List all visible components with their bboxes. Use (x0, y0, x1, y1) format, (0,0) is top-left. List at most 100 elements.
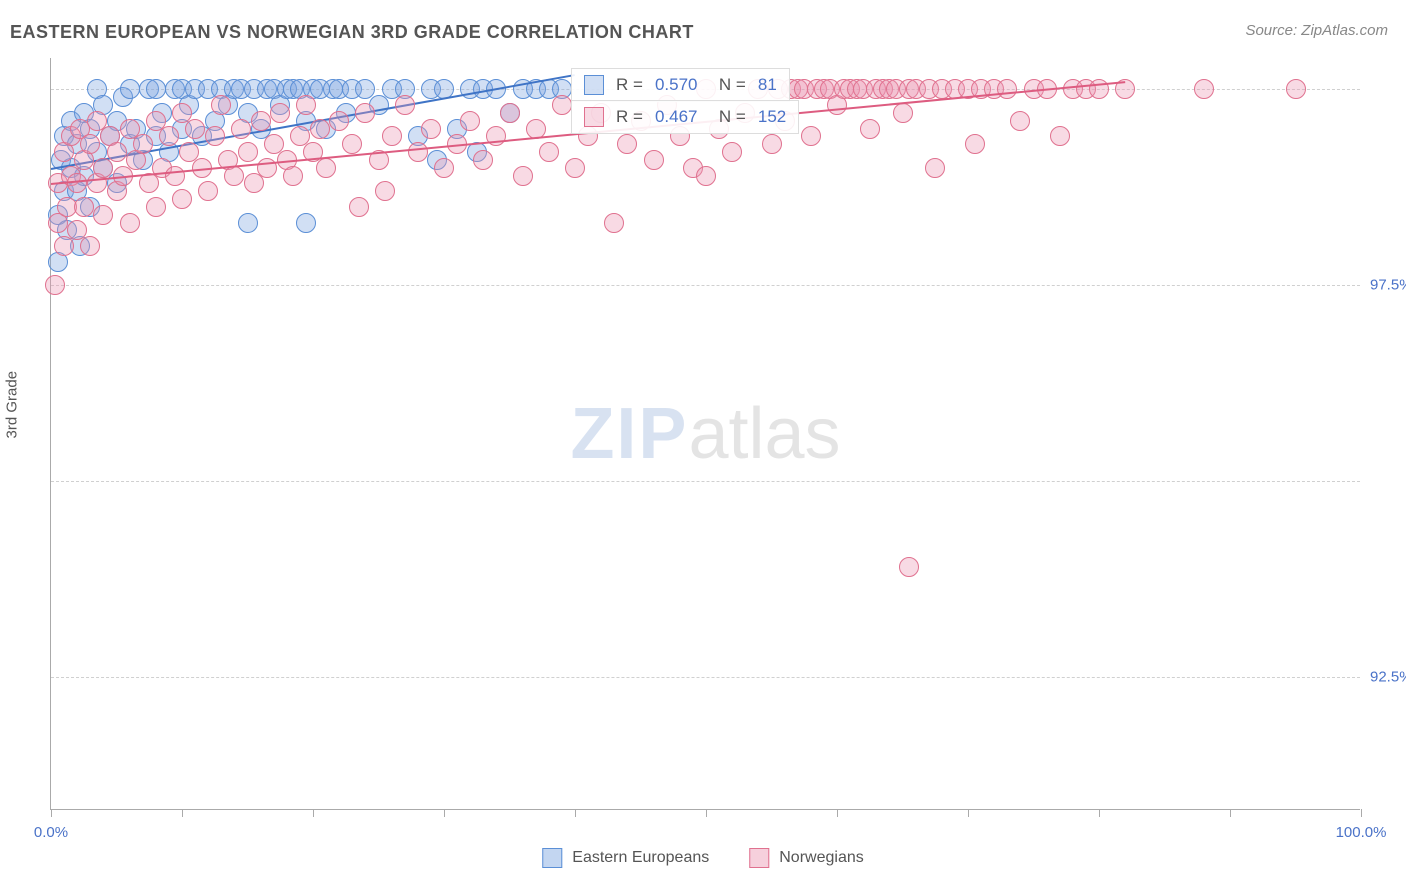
x-tick (444, 809, 445, 817)
scatter-point (696, 166, 716, 186)
scatter-point (80, 134, 100, 154)
stats-r-label: R = (616, 75, 643, 95)
scatter-point (375, 181, 395, 201)
scatter-point (185, 119, 205, 139)
scatter-point (1286, 79, 1306, 99)
stats-n-label: N = (709, 75, 745, 95)
scatter-point (899, 557, 919, 577)
stats-r-label: R = (616, 107, 643, 127)
gridline (51, 677, 1360, 678)
scatter-point (74, 197, 94, 217)
scatter-point (329, 111, 349, 131)
scatter-point (296, 213, 316, 233)
x-tick (968, 809, 969, 817)
stats-n-value: 81 (758, 75, 777, 95)
legend-swatch (749, 848, 769, 868)
scatter-point (165, 166, 185, 186)
x-tick (706, 809, 707, 817)
x-tick (1099, 809, 1100, 817)
gridline (51, 481, 1360, 482)
scatter-point (211, 95, 231, 115)
scatter-point (283, 166, 303, 186)
scatter-point (644, 150, 664, 170)
scatter-point (244, 173, 264, 193)
legend-item: Norwegians (749, 848, 863, 868)
scatter-point (722, 142, 742, 162)
scatter-point (801, 126, 821, 146)
x-tick-label: 0.0% (34, 824, 68, 841)
x-tick (837, 809, 838, 817)
stats-swatch (584, 75, 604, 95)
scatter-point (133, 134, 153, 154)
scatter-point (205, 126, 225, 146)
scatter-point (762, 134, 782, 154)
chart-title: EASTERN EUROPEAN VS NORWEGIAN 3RD GRADE … (10, 22, 694, 43)
scatter-point (552, 95, 572, 115)
scatter-point (1010, 111, 1030, 131)
scatter-point (408, 142, 428, 162)
scatter-point (224, 166, 244, 186)
x-tick (313, 809, 314, 817)
stats-n-value: 152 (758, 107, 786, 127)
scatter-point (997, 79, 1017, 99)
legend-item: Eastern Europeans (542, 848, 709, 868)
scatter-point (604, 213, 624, 233)
scatter-point (238, 213, 258, 233)
x-tick (1230, 809, 1231, 817)
stats-r-value: 0.570 (655, 75, 698, 95)
scatter-point (500, 103, 520, 123)
scatter-point (1194, 79, 1214, 99)
scatter-point (473, 150, 493, 170)
scatter-point (434, 158, 454, 178)
scatter-point (513, 166, 533, 186)
x-tick (1361, 809, 1362, 817)
scatter-point (860, 119, 880, 139)
y-axis-label: 3rd Grade (4, 371, 21, 439)
watermark-atlas: atlas (688, 394, 840, 474)
x-tick (51, 809, 52, 817)
scatter-point (198, 181, 218, 201)
stats-n-label: N = (709, 107, 745, 127)
source-label: Source: ZipAtlas.com (1245, 22, 1388, 39)
scatter-point (231, 119, 251, 139)
scatter-point (421, 119, 441, 139)
scatter-point (172, 189, 192, 209)
scatter-point (120, 79, 140, 99)
scatter-point (270, 103, 290, 123)
gridline (51, 285, 1360, 286)
scatter-point (251, 111, 271, 131)
scatter-point (893, 103, 913, 123)
watermark: ZIPatlas (570, 393, 840, 475)
legend-label: Eastern Europeans (572, 849, 709, 867)
x-tick (182, 809, 183, 817)
scatter-point (257, 158, 277, 178)
scatter-point (120, 213, 140, 233)
scatter-point (146, 79, 166, 99)
scatter-point (45, 275, 65, 295)
scatter-point (316, 158, 336, 178)
scatter-point (238, 142, 258, 162)
scatter-point (349, 197, 369, 217)
scatter-point (539, 142, 559, 162)
scatter-point (965, 134, 985, 154)
scatter-point (342, 134, 362, 154)
plot-area: ZIPatlas 92.5%97.5%0.0%100.0%R = 0.570 N… (50, 58, 1360, 810)
watermark-zip: ZIP (570, 394, 688, 474)
stats-box: R = 0.467 N = 152 (571, 100, 799, 134)
scatter-point (80, 236, 100, 256)
stats-swatch (584, 107, 604, 127)
stats-box: R = 0.570 N = 81 (571, 68, 790, 102)
scatter-point (395, 95, 415, 115)
y-tick-label: 92.5% (1370, 668, 1406, 685)
scatter-point (93, 158, 113, 178)
stats-r-value: 0.467 (655, 107, 698, 127)
scatter-point (460, 111, 480, 131)
y-tick-label: 97.5% (1370, 277, 1406, 294)
scatter-point (107, 142, 127, 162)
scatter-point (296, 95, 316, 115)
scatter-point (67, 173, 87, 193)
scatter-point (146, 197, 166, 217)
scatter-point (1050, 126, 1070, 146)
scatter-point (565, 158, 585, 178)
scatter-point (925, 158, 945, 178)
